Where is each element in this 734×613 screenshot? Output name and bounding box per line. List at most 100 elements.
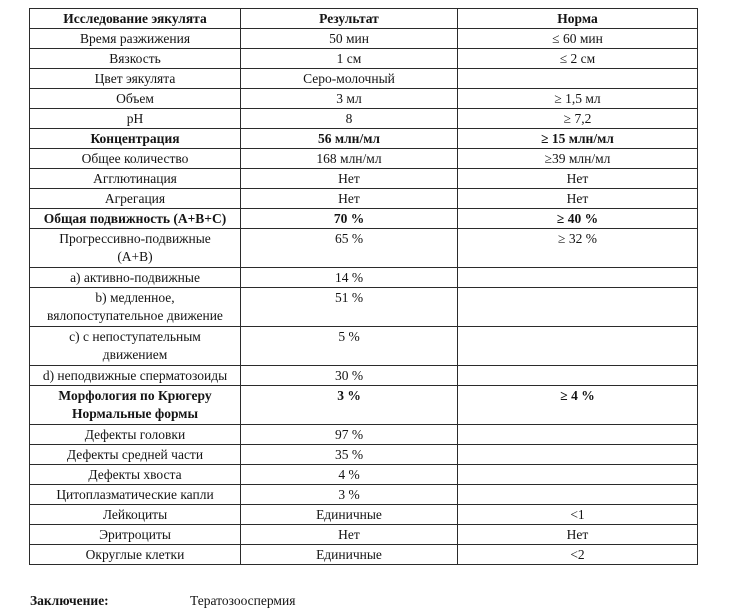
norm-value [457,68,698,89]
parameter-name: Агглютинация [29,168,241,189]
table-row: Концентрация 56 млн/мл ≥ 15 млн/мл [29,128,698,149]
norm-value: Нет [457,188,698,209]
norm-value: ≥ 4 % [457,385,698,425]
parameter-name: Лейкоциты [29,504,241,525]
result-value: 65 % [240,228,458,268]
result-value: 97 % [240,424,458,445]
result-value: 1 см [240,48,458,69]
norm-value [457,267,698,288]
conclusion-value: Тератозооспермия [190,593,296,608]
parameter-name: Концентрация [29,128,241,149]
conclusion-label: Заключение: [30,593,109,608]
norm-value [457,484,698,505]
parameter-name: Общее количество [29,148,241,169]
table-row: Агглютинация Нет Нет [29,168,698,189]
norm-value: Нет [457,168,698,189]
result-value: 51 % [240,287,458,327]
parameter-name: Округлые клетки [29,544,241,565]
table-row: Общее количество 168 млн/мл ≥39 млн/мл [29,148,698,169]
table-row: Общая подвижность (A+B+C) 70 % ≥ 40 % [29,208,698,229]
norm-value [457,424,698,445]
table-row: Округлые клетки Единичные <2 [29,544,698,565]
result-value: 70 % [240,208,458,229]
norm-value [457,464,698,485]
result-value: 4 % [240,464,458,485]
result-value: Нет [240,168,458,189]
table-row: Дефекты головки 97 % [29,424,698,445]
parameter-name: d) неподвижные сперматозоиды [29,365,241,386]
norm-value: <2 [457,544,698,565]
parameter-name: Дефекты средней части [29,444,241,465]
norm-value: ≤ 2 см [457,48,698,69]
table-row: Морфология по Крюгеру Нормальные формы 3… [29,385,698,425]
result-value: 3 % [240,385,458,425]
conclusion-line: Заключение: Тератозооспермия [30,592,295,609]
norm-value: ≥ 40 % [457,208,698,229]
table-row: Лейкоциты Единичные <1 [29,504,698,525]
table-header-row: Исследование эякулята Результат Норма [29,8,698,29]
parameter-name: Объем [29,88,241,109]
parameter-name: Эритроциты [29,524,241,545]
parameter-name: Морфология по Крюгеру Нормальные формы [29,385,241,425]
result-value: Нет [240,524,458,545]
result-value: 5 % [240,326,458,366]
parameter-name: Дефекты головки [29,424,241,445]
table-row: pH 8 ≥ 7,2 [29,108,698,129]
parameter-name: Цвет эякулята [29,68,241,89]
result-value: Единичные [240,504,458,525]
table-row: Время разжижения 50 мин ≤ 60 мин [29,28,698,49]
norm-value [457,365,698,386]
parameter-name: b) медленное, вялопоступательное движени… [29,287,241,327]
parameter-name: Вязкость [29,48,241,69]
parameter-name: Прогрессивно-подвижные (A+B) [29,228,241,268]
result-value: 14 % [240,267,458,288]
norm-value [457,444,698,465]
result-value: 3 мл [240,88,458,109]
result-value: Единичные [240,544,458,565]
table-row: Агрегация Нет Нет [29,188,698,209]
table-row: Цитоплазматические капли 3 % [29,484,698,505]
result-value: 35 % [240,444,458,465]
semen-analysis-table: Исследование эякулята Результат Норма Вр… [29,8,698,565]
table-row: Дефекты средней части 35 % [29,444,698,465]
parameter-name: pH [29,108,241,129]
norm-value [457,326,698,366]
parameter-name: c) с непоступательным движением [29,326,241,366]
table-row: Дефекты хвоста 4 % [29,464,698,485]
table-row: Эритроциты Нет Нет [29,524,698,545]
parameter-name: Агрегация [29,188,241,209]
column-header-parameter: Исследование эякулята [29,8,241,29]
table-row: d) неподвижные сперматозоиды 30 % [29,365,698,386]
table-row: a) активно-подвижные 14 % [29,267,698,288]
parameter-name: Общая подвижность (A+B+C) [29,208,241,229]
result-value: Нет [240,188,458,209]
parameter-name: a) активно-подвижные [29,267,241,288]
norm-value: ≥ 15 млн/мл [457,128,698,149]
result-value: Серо-молочный [240,68,458,89]
parameter-name: Время разжижения [29,28,241,49]
norm-value: ≥ 7,2 [457,108,698,129]
column-header-norm: Норма [457,8,698,29]
result-value: 30 % [240,365,458,386]
result-value: 8 [240,108,458,129]
norm-value: <1 [457,504,698,525]
column-header-result: Результат [240,8,458,29]
result-value: 50 мин [240,28,458,49]
norm-value: Нет [457,524,698,545]
table-row: Цвет эякулята Серо-молочный [29,68,698,89]
table-row: c) с непоступательным движением 5 % [29,326,698,366]
norm-value: ≥39 млн/мл [457,148,698,169]
table-row: Вязкость 1 см ≤ 2 см [29,48,698,69]
result-value: 3 % [240,484,458,505]
norm-value: ≥ 1,5 мл [457,88,698,109]
parameter-name: Дефекты хвоста [29,464,241,485]
norm-value [457,287,698,327]
result-value: 56 млн/мл [240,128,458,149]
norm-value: ≥ 32 % [457,228,698,268]
table-row: Прогрессивно-подвижные (A+B) 65 % ≥ 32 % [29,228,698,268]
norm-value: ≤ 60 мин [457,28,698,49]
parameter-name: Цитоплазматические капли [29,484,241,505]
table-row: b) медленное, вялопоступательное движени… [29,287,698,327]
table-row: Объем 3 мл ≥ 1,5 мл [29,88,698,109]
